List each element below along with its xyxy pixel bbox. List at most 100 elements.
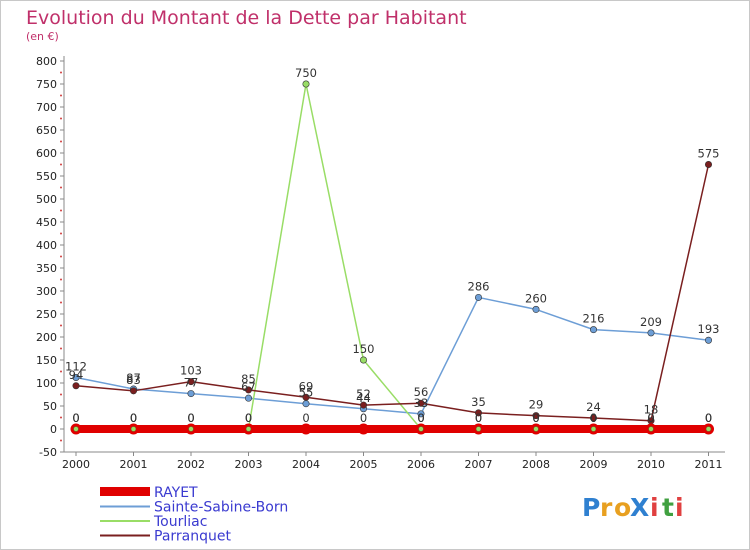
legend-swatch-RAYET (100, 487, 150, 496)
legend: RAYETSainte-Sabine-BornTourliacParranque… (100, 485, 288, 545)
y-minor-tick (60, 140, 62, 143)
y-tick-label: 500 (36, 193, 57, 206)
y-tick-label: 150 (36, 354, 57, 367)
x-tick-label: 2001 (120, 458, 148, 471)
y-tick-label: 300 (36, 285, 57, 298)
data-label: 24 (586, 400, 601, 414)
y-tick-label: 200 (36, 331, 57, 344)
point-Sainte-Sabine-Born (302, 400, 310, 408)
data-label: 575 (698, 147, 720, 161)
logo-letter: i (650, 493, 659, 522)
chart-subtitle: (en €) (26, 30, 59, 43)
point-Sainte-Sabine-Born (589, 326, 597, 334)
data-label: 0 (532, 411, 539, 425)
data-label: 29 (529, 398, 544, 412)
x-tick-label: 2005 (350, 458, 378, 471)
logo-letter: t (662, 493, 674, 522)
x-tick-label: 2003 (235, 458, 263, 471)
data-label: 0 (72, 411, 79, 425)
data-label: 0 (417, 411, 424, 425)
axes: -500501001502002503003504004505005506006… (36, 55, 725, 471)
point-Sainte-Sabine-Born (72, 373, 80, 381)
series-line-Sainte-Sabine-Born (75, 296, 710, 415)
point-tourliac-zero (475, 426, 482, 432)
y-tick-label: 550 (36, 170, 57, 183)
data-label: 56 (414, 385, 429, 399)
y-tick-label: 650 (36, 124, 57, 137)
point-Sainte-Sabine-Born (647, 329, 655, 337)
x-tick-label: 2002 (177, 458, 205, 471)
data-label: 0 (417, 411, 424, 425)
x-tick-label: 2000 (62, 458, 90, 471)
data-label: 87 (126, 371, 141, 385)
data-label: 0 (647, 411, 654, 425)
data-label: 0 (72, 411, 79, 425)
y-tick-label: 700 (36, 101, 57, 114)
x-tick-label: 2006 (407, 458, 435, 471)
data-label: 77 (184, 376, 199, 390)
y-minor-tick (60, 347, 62, 350)
logo-letter: P (582, 493, 600, 522)
data-label: 35 (471, 395, 486, 409)
point-Parranquet (302, 393, 310, 401)
data-label: 94 (69, 368, 84, 382)
y-minor-tick (60, 94, 62, 97)
y-tick-label: 400 (36, 239, 57, 252)
data-label: 750 (295, 66, 317, 80)
y-tick-label: -50 (39, 446, 57, 459)
data-label: 0 (187, 411, 194, 425)
y-minor-tick (60, 393, 62, 396)
y-minor-tick (60, 278, 62, 281)
data-label: 0 (302, 411, 309, 425)
data-label: 150 (353, 342, 375, 356)
logo-letter: o (614, 493, 631, 522)
x-tick-label: 2010 (637, 458, 665, 471)
data-label: 0 (590, 411, 597, 425)
series-lines (72, 83, 713, 433)
legend-label-RAYET: RAYET (154, 485, 198, 501)
x-tick-label: 2007 (465, 458, 493, 471)
data-label: 0 (475, 411, 482, 425)
data-label: 0 (130, 411, 137, 425)
y-minor-tick (60, 370, 62, 373)
data-label: 112 (65, 359, 87, 373)
point-Parranquet (187, 378, 195, 386)
y-minor-tick (60, 117, 62, 120)
data-label: 286 (468, 279, 490, 293)
data-label: 0 (705, 411, 712, 425)
data-label: 216 (583, 312, 605, 326)
x-tick-label: 2004 (292, 458, 320, 471)
data-label: 0 (245, 411, 252, 425)
data-label: 0 (590, 411, 597, 425)
point-Parranquet (704, 161, 712, 169)
data-label: 0 (245, 411, 252, 425)
data-label: 0 (360, 411, 367, 425)
data-label: 103 (180, 364, 202, 378)
point-Tourliac (359, 356, 367, 364)
data-label: 18 (644, 403, 659, 417)
y-minor-tick (60, 209, 62, 212)
point-rayet (300, 423, 312, 435)
data-label: 0 (705, 411, 712, 425)
y-tick-label: 0 (50, 423, 57, 436)
y-tick-label: 100 (36, 377, 57, 390)
y-minor-tick (60, 255, 62, 258)
series-points (70, 80, 714, 435)
y-tick-label: 250 (36, 308, 57, 321)
data-label: 83 (126, 373, 141, 387)
point-tourliac-zero (130, 426, 137, 432)
y-minor-tick (60, 416, 62, 419)
point-Parranquet (474, 409, 482, 417)
data-label: 69 (299, 379, 314, 393)
point-rayet (358, 423, 369, 435)
y-tick-label: 800 (36, 55, 57, 68)
y-tick-label: 350 (36, 262, 57, 275)
y-minor-tick (60, 186, 62, 189)
y-tick-label: 600 (36, 147, 57, 160)
point-Sainte-Sabine-Born (704, 336, 712, 344)
logo-letter: r (600, 493, 613, 522)
data-label: 260 (525, 291, 547, 305)
data-label: 0 (187, 411, 194, 425)
point-tourliac-zero (533, 426, 539, 432)
